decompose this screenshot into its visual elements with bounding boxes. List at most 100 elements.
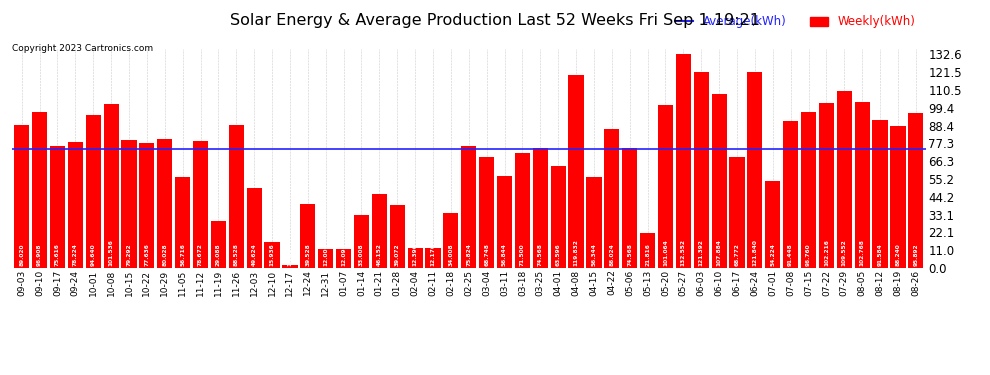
Text: 21.816: 21.816	[645, 243, 650, 266]
Bar	[568, 75, 584, 268]
Text: 132.552: 132.552	[681, 239, 686, 266]
Bar	[32, 112, 48, 268]
Text: 12.176: 12.176	[431, 243, 436, 266]
Text: 102.216: 102.216	[824, 239, 829, 266]
Bar	[586, 177, 602, 268]
Bar	[497, 176, 512, 268]
Bar	[676, 54, 691, 268]
Bar	[801, 112, 816, 268]
Text: 68.772: 68.772	[735, 243, 740, 266]
Bar	[264, 242, 279, 268]
Text: 77.636: 77.636	[145, 243, 149, 266]
Bar	[336, 249, 351, 268]
Text: 46.152: 46.152	[377, 243, 382, 266]
Bar	[390, 205, 405, 268]
Bar	[515, 153, 530, 268]
Bar	[550, 165, 565, 268]
Text: 75.616: 75.616	[55, 243, 60, 266]
Text: 78.672: 78.672	[198, 243, 203, 266]
Text: 102.768: 102.768	[859, 239, 864, 266]
Text: 101.536: 101.536	[109, 239, 114, 266]
Text: 88.240: 88.240	[895, 243, 901, 266]
Bar	[50, 146, 65, 268]
Text: 91.448: 91.448	[788, 243, 793, 266]
Text: 91.584: 91.584	[877, 243, 882, 266]
Text: 68.748: 68.748	[484, 243, 489, 266]
Bar	[890, 126, 906, 268]
Text: 96.760: 96.760	[806, 244, 811, 266]
Text: 1.928: 1.928	[287, 248, 292, 266]
Bar	[122, 140, 137, 268]
Bar	[211, 221, 226, 268]
Bar	[604, 129, 620, 268]
Bar	[837, 92, 851, 268]
Bar	[140, 143, 154, 268]
Bar	[765, 181, 780, 268]
Text: 121.392: 121.392	[699, 239, 704, 266]
Text: 63.596: 63.596	[555, 243, 560, 266]
Bar	[14, 124, 30, 268]
Text: 74.568: 74.568	[628, 243, 633, 266]
Bar	[175, 177, 190, 268]
Bar	[783, 121, 798, 268]
Text: 15.936: 15.936	[269, 243, 274, 266]
Text: 54.224: 54.224	[770, 243, 775, 266]
Text: 56.844: 56.844	[502, 243, 507, 266]
Bar	[533, 148, 547, 268]
Bar	[444, 213, 458, 268]
Bar	[854, 102, 870, 268]
Bar	[461, 146, 476, 268]
Text: 33.008: 33.008	[359, 244, 364, 266]
Text: 49.624: 49.624	[251, 243, 256, 266]
Bar	[104, 104, 119, 268]
Bar	[157, 139, 172, 268]
Text: 89.020: 89.020	[19, 244, 24, 266]
Text: 107.884: 107.884	[717, 239, 722, 266]
Bar	[247, 188, 261, 268]
Text: 12.096: 12.096	[342, 244, 346, 266]
Bar	[67, 142, 83, 268]
Text: 12.396: 12.396	[413, 243, 418, 266]
Bar	[640, 233, 655, 268]
Bar	[872, 120, 888, 268]
Text: 74.568: 74.568	[538, 243, 543, 266]
Text: Copyright 2023 Cartronics.com: Copyright 2023 Cartronics.com	[12, 44, 153, 52]
Bar	[353, 215, 369, 268]
Bar	[372, 194, 387, 268]
Text: 80.028: 80.028	[162, 244, 167, 266]
Text: 95.892: 95.892	[914, 244, 919, 266]
Text: 88.528: 88.528	[234, 243, 239, 266]
Text: 39.528: 39.528	[305, 243, 310, 266]
Bar	[193, 141, 208, 268]
Bar	[622, 148, 638, 268]
Bar	[712, 94, 727, 268]
Bar	[694, 72, 709, 268]
Text: 101.064: 101.064	[663, 240, 668, 266]
Text: 56.344: 56.344	[591, 243, 596, 266]
Text: 56.716: 56.716	[180, 243, 185, 266]
Bar	[229, 125, 244, 268]
Bar	[658, 105, 673, 268]
Legend: Average(kWh), Weekly(kWh): Average(kWh), Weekly(kWh)	[671, 11, 920, 33]
Text: 86.024: 86.024	[609, 243, 615, 266]
Text: 29.088: 29.088	[216, 244, 221, 266]
Text: 75.824: 75.824	[466, 243, 471, 266]
Bar	[908, 114, 924, 268]
Bar	[426, 249, 441, 268]
Text: 71.500: 71.500	[520, 244, 525, 266]
Text: 78.224: 78.224	[73, 243, 78, 266]
Bar	[300, 204, 316, 268]
Bar	[730, 157, 744, 268]
Text: Solar Energy & Average Production Last 52 Weeks Fri Sep 1 19:21: Solar Energy & Average Production Last 5…	[230, 13, 760, 28]
Text: 94.640: 94.640	[91, 244, 96, 266]
Bar	[408, 248, 423, 268]
Bar	[479, 157, 494, 268]
Text: 121.840: 121.840	[752, 239, 757, 266]
Bar	[318, 249, 334, 268]
Text: 96.908: 96.908	[37, 244, 43, 266]
Bar	[819, 103, 834, 268]
Text: 39.072: 39.072	[395, 244, 400, 266]
Text: 109.552: 109.552	[842, 240, 846, 266]
Bar	[747, 72, 762, 268]
Bar	[282, 265, 298, 268]
